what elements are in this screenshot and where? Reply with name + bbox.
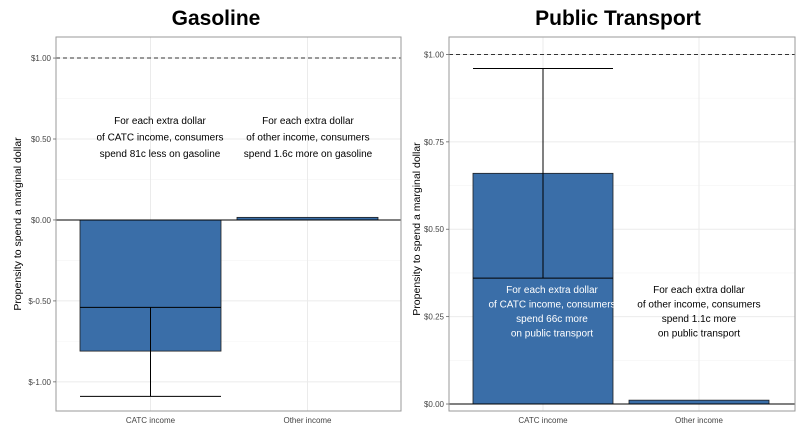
annotation-line: For each extra dollar: [653, 285, 745, 296]
chart-title: Gasoline: [172, 7, 261, 30]
x-tick-label: CATC income: [126, 416, 176, 425]
annotation-line: spend 81c less on gasoline: [100, 149, 221, 160]
annotation-line: on public transport: [511, 329, 593, 340]
annotation-line: For each extra dollar: [114, 116, 206, 127]
annotation-line: spend 1.1c more: [662, 314, 737, 325]
x-tick-label: Other income: [283, 416, 332, 425]
chart-title: Public Transport: [535, 7, 701, 30]
annotation-line: of other income, consumers: [246, 133, 369, 144]
y-tick-label: $-0.50: [28, 297, 51, 306]
chart-panel-1: Gasoline $-1.00 $-0.50 $0.00 $0.50 $1.00 CATC …: [12, 7, 402, 425]
x-tick-label: CATC income: [518, 416, 568, 425]
error-bar: [80, 306, 221, 397]
plot-border: [55, 36, 402, 412]
annotation-line: of other income, consumers: [637, 300, 760, 311]
bar-other-income: [628, 399, 770, 405]
annotation-line: spend 66c more: [516, 314, 588, 325]
x-tick-label: Other income: [675, 416, 724, 425]
annotation: For each extra dollar of other income, co…: [244, 116, 373, 160]
annotation-line: of CATC income, consumers: [96, 133, 223, 144]
y-tick-label: $0.50: [31, 135, 52, 144]
y-tick-label: $1.00: [424, 50, 445, 59]
annotation-line: on public transport: [658, 329, 740, 340]
y-axis-label: Propensity to spend a marginal dollar: [12, 137, 24, 311]
y-tick-label: $-1.00: [28, 378, 51, 387]
y-tick-label: $0.00: [424, 400, 445, 409]
y-tick-label: $0.50: [424, 225, 445, 234]
annotation-line: For each extra dollar: [506, 285, 598, 296]
annotation: For each extra dollar of other income, co…: [637, 285, 760, 340]
annotation-line: of CATC income, consumers: [488, 300, 615, 311]
annotation-line: For each extra dollar: [262, 116, 354, 127]
y-tick-label: $0.25: [424, 313, 445, 322]
chart-panel-2: Public Transport $0.00 $0.25 $0.50 $0.75 $1.0…: [411, 7, 796, 425]
y-axis-label: Propensity to spend a marginal dollar: [411, 142, 423, 316]
annotation-line: spend 1.6c more on gasoline: [244, 149, 373, 160]
annotation: For each extra dollar of CATC income, con…: [488, 285, 615, 340]
annotation: For each extra dollar of CATC income, con…: [96, 116, 223, 160]
error-bar: [473, 67, 613, 279]
y-tick-label: $0.00: [31, 216, 52, 225]
plot-border: [448, 36, 796, 412]
y-tick-label: $1.00: [31, 54, 52, 63]
y-tick-label: $0.75: [424, 138, 445, 147]
